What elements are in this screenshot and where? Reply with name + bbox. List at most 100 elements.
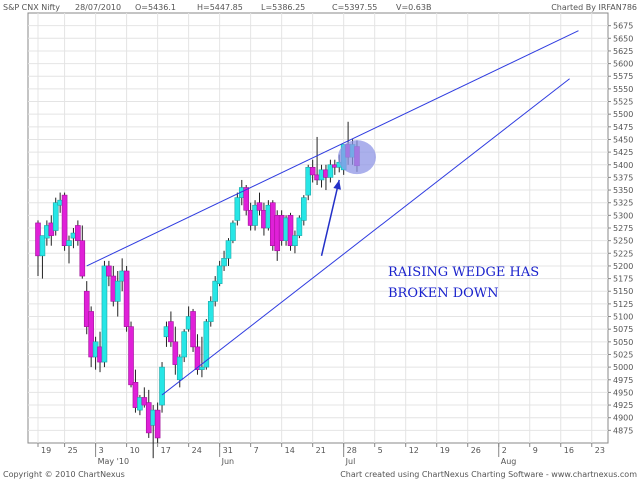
x-tick-label: 28 <box>347 446 357 455</box>
y-tick-label: 5300 <box>613 211 633 220</box>
candle-body <box>132 381 139 408</box>
y-tick-label: 5325 <box>613 199 633 208</box>
x-tick-label: 5 <box>378 446 383 455</box>
header-volume: V=0.63B <box>396 3 431 12</box>
candle-body <box>66 240 72 247</box>
arrow-head <box>333 179 341 190</box>
x-tick-label: 19 <box>41 446 51 455</box>
x-tick-label: 14 <box>285 446 295 455</box>
candle-body <box>101 265 108 363</box>
candle-body <box>207 301 214 322</box>
x-tick-label: 19 <box>440 446 450 455</box>
candle-body <box>212 280 218 302</box>
y-tick-label: 5550 <box>613 85 633 94</box>
candle-body <box>106 265 112 277</box>
candle-body <box>79 240 86 277</box>
candle-body <box>300 197 307 221</box>
overlays <box>86 30 579 396</box>
y-tick-label: 4925 <box>613 401 633 410</box>
candle-body <box>203 321 210 368</box>
candle-body <box>243 187 250 211</box>
y-tick-label: 5150 <box>613 287 633 296</box>
candle-body <box>309 166 316 176</box>
y-tick-label: 5000 <box>613 363 633 372</box>
y-tick-label: 5675 <box>613 22 633 31</box>
footer-credit: Chart created using ChartNexus Charting … <box>340 470 637 479</box>
candle-body <box>292 235 298 247</box>
x-tick-label: 10 <box>130 446 140 455</box>
header-high: H=5447.85 <box>197 3 243 12</box>
month-label: May '10 <box>98 457 129 466</box>
y-tick-label: 5475 <box>613 123 633 132</box>
header-date: 28/07/2010 <box>75 3 121 12</box>
header-symbol: S&P CNX Nifty <box>3 3 60 12</box>
footer-copyright: Copyright © 2010 ChartNexus <box>3 470 125 479</box>
month-label: Jun <box>221 457 235 466</box>
candle-body <box>39 235 46 257</box>
candle-body <box>52 202 59 231</box>
y-tick-label: 4875 <box>613 426 633 435</box>
candle-body <box>114 280 121 302</box>
x-tick-label: 21 <box>316 446 326 455</box>
x-tick-label: 12 <box>409 446 419 455</box>
y-tick-label: 5525 <box>613 98 633 107</box>
y-tick-label: 5200 <box>613 262 633 271</box>
trendline-upper <box>86 30 579 267</box>
y-tick-label: 5575 <box>613 72 633 81</box>
annotation-line-1: RAISING WEDGE HAS <box>388 265 539 280</box>
y-tick-label: 5025 <box>613 350 633 359</box>
y-tick-label: 5650 <box>613 34 633 43</box>
candle-body <box>216 265 223 284</box>
y-tick-label: 5225 <box>613 249 633 258</box>
candle-body <box>221 258 227 267</box>
trendline-lower <box>161 78 570 396</box>
candle-body <box>154 409 161 439</box>
y-tick-label: 4950 <box>613 388 633 397</box>
x-tick-label: 3 <box>99 446 104 455</box>
x-tick-label: 7 <box>254 446 259 455</box>
candle-body <box>128 326 134 386</box>
x-tick-label: 16 <box>564 446 574 455</box>
y-tick-label: 5050 <box>613 338 633 347</box>
y-tick-label: 5625 <box>613 47 633 56</box>
candle-body <box>327 164 334 178</box>
x-tick-label: 9 <box>533 446 538 455</box>
candle-body <box>199 366 205 370</box>
breakdown-highlight <box>337 140 376 175</box>
candle-body <box>159 366 165 406</box>
y-tick-label: 5100 <box>613 313 633 322</box>
candle-body <box>230 222 236 241</box>
y-tick-label: 5275 <box>613 224 633 233</box>
candle-body <box>287 215 294 247</box>
candle-body <box>123 270 130 327</box>
annotation-line-2: BROKEN DOWN <box>388 286 499 301</box>
month-label: Aug <box>501 457 517 466</box>
x-tick-label: 31 <box>223 446 233 455</box>
x-tick-label: 23 <box>595 446 605 455</box>
candle-body <box>194 346 201 370</box>
candle-body <box>225 240 232 259</box>
y-tick-label: 5125 <box>613 300 633 309</box>
y-tick-label: 5375 <box>613 173 633 182</box>
candle-body <box>181 331 187 358</box>
candle-body <box>252 204 258 226</box>
header-close: C=5397.55 <box>332 3 377 12</box>
header-low: L=5386.25 <box>261 3 305 12</box>
x-tick-label: 2 <box>502 446 507 455</box>
candle-body <box>305 166 312 196</box>
y-tick-label: 5500 <box>613 110 633 119</box>
y-tick-label: 5400 <box>613 161 633 170</box>
y-axis: 4875 4900 4925 4950 4975 5000 5025 5050 5075 5100… <box>608 22 633 435</box>
candle-body <box>83 290 90 327</box>
month-label: Jul <box>345 457 356 466</box>
candle-body <box>88 311 94 358</box>
candle-body <box>256 202 263 211</box>
header-charted-by: Charted By IRFAN786 <box>551 3 637 12</box>
candles <box>35 121 360 459</box>
y-tick-label: 5450 <box>613 135 633 144</box>
candle-body <box>176 356 183 381</box>
arrow-shaft <box>320 179 340 256</box>
x-tick-label: 17 <box>161 446 171 455</box>
candle-body <box>75 225 81 241</box>
